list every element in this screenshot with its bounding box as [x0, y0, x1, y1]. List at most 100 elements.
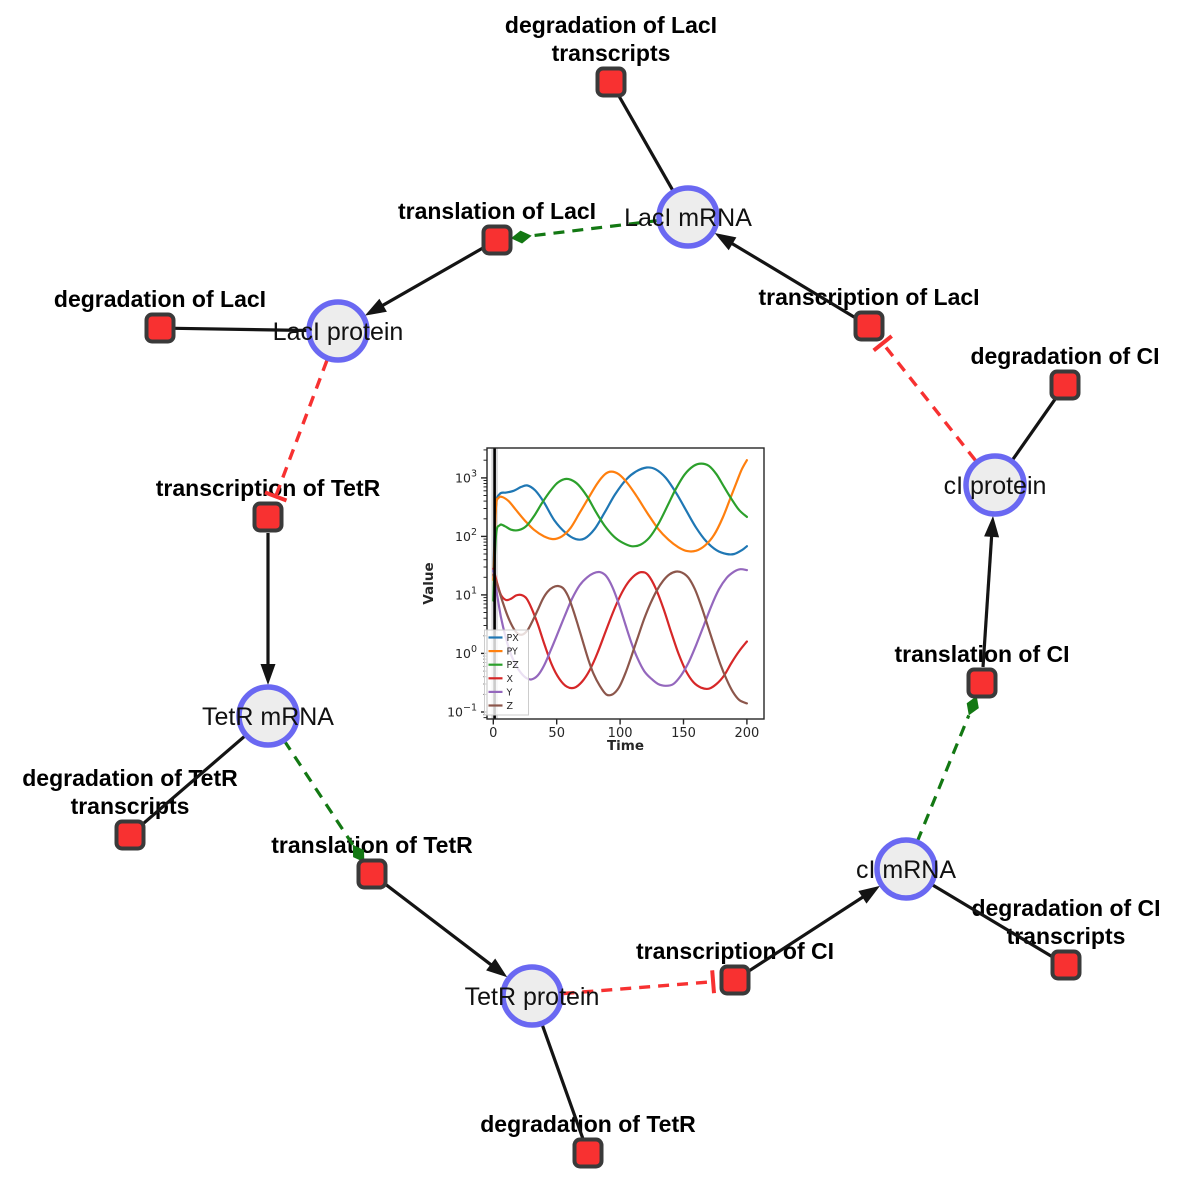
edge-tetR_protein-deg_tetR [540, 1023, 585, 1140]
edge-transl_cI-cI_protein-arrowhead [984, 515, 1000, 538]
species-node-tetR_protein[interactable] [500, 964, 564, 1028]
edge-cI_mRNA-transl_cI-diamond [966, 696, 979, 716]
edge-txn_cI-cI_mRNA-arrowhead [858, 885, 880, 904]
edge-tetR_mRNA-transl_tetR-diamond [352, 844, 365, 863]
curve-PX [492, 466, 748, 573]
legend-label: Y [506, 687, 513, 698]
legend-label: PX [507, 633, 520, 644]
reaction-label: translation of TetR [271, 832, 473, 858]
reaction-label: degradation of LacI [505, 12, 717, 38]
reaction-node-deg_cI[interactable] [1049, 369, 1081, 401]
curve-X [492, 567, 748, 691]
reaction-node-transl_lacI[interactable] [481, 224, 513, 256]
reaction-label: translation of LacI [398, 198, 596, 224]
y-tick-label: 100 [455, 644, 477, 661]
legend: PX PY PZ XYZ [484, 629, 529, 716]
edge-txn_cI-cI_mRNA [747, 891, 870, 973]
curve-PZ [492, 462, 748, 602]
legend-label: PY [507, 647, 519, 658]
reaction-label: transcripts [1007, 923, 1126, 949]
reaction-node-txn_cI[interactable] [719, 964, 751, 996]
edge-cI_mRNA-deg_cI_tx [930, 882, 1054, 959]
x-tick-label: 0 [489, 726, 497, 741]
edge-transl_cI-cI_protein [981, 528, 994, 668]
species-label-tetR_protein: TetR protein [465, 983, 600, 1011]
edge-lacI_protein-txn_tetR [274, 359, 329, 497]
edge-lacI_mRNA-transl_lacI-diamond [510, 230, 532, 244]
species-label-cI_protein: cI protein [944, 472, 1047, 500]
reaction-label: transcription of LacI [758, 284, 979, 310]
y-tick-label: 101 [455, 585, 477, 602]
reaction-node-transl_cI[interactable] [966, 667, 998, 699]
species-node-lacI_mRNA[interactable] [656, 185, 720, 249]
edge-tetR_mRNA-deg_tetR_tx [140, 734, 247, 827]
edges-layer [140, 94, 1058, 1140]
y-tick-label: 10−1 [447, 703, 477, 720]
nodes-layer [114, 66, 1082, 1169]
curve-Z [492, 570, 748, 705]
y-tick-label: 102 [455, 527, 477, 544]
edge-lacI_protein-deg_lacI [174, 326, 309, 333]
edge-txn_lacI-lacI_mRNA-arrowhead [714, 233, 737, 251]
edge-transl_tetR-tetR_protein [383, 882, 498, 971]
axes-spines [486, 447, 765, 720]
reaction-node-deg_cI_tx[interactable] [1050, 949, 1082, 981]
edge-cI_protein-txn_lacI [881, 342, 977, 462]
reaction-node-deg_tetR_tx[interactable] [114, 819, 146, 851]
reaction-label: transcription of TetR [156, 475, 381, 501]
species-node-lacI_protein[interactable] [306, 299, 370, 363]
reaction-label: degradation of TetR [22, 765, 238, 791]
legend-label: X [507, 674, 514, 685]
reaction-label: degradation of CI [971, 895, 1160, 921]
reaction-label: degradation of LacI [54, 286, 266, 312]
curve-PY [492, 459, 748, 582]
edge-lacI_mRNA-transl_lacI [531, 218, 659, 238]
reaction-node-transl_tetR[interactable] [356, 858, 388, 890]
species-labels-layer: LacI mRNA LacI protein cI protein TetR mRNA… [202, 204, 1046, 1011]
reaction-node-txn_tetR[interactable] [252, 501, 284, 533]
species-node-tetR_mRNA[interactable] [236, 684, 300, 748]
edge-tetR_protein-txn_cI [563, 980, 714, 996]
y-axis-label: Value [421, 562, 437, 604]
reaction-node-deg_lacI_tx[interactable] [595, 66, 627, 98]
reaction-node-deg_tetR[interactable] [572, 1137, 604, 1169]
edge-txn_tetR-tetR_mRNA-arrowhead [260, 664, 276, 685]
edge-cI_protein-deg_cI [1010, 396, 1058, 462]
reaction-node-txn_lacI[interactable] [853, 310, 885, 342]
reaction-label: transcripts [552, 40, 671, 66]
y-tick-label: 103 [455, 468, 477, 485]
reaction-node-deg_lacI[interactable] [144, 312, 176, 344]
edge-txn_lacI-lacI_mRNA [724, 238, 857, 320]
reaction-label: transcripts [71, 793, 190, 819]
x-tick-label: 100 [608, 726, 633, 741]
legend-label: PZ [507, 660, 520, 671]
legend-box [484, 629, 529, 716]
x-tick-label: 150 [671, 726, 696, 741]
edge-cI_protein-txn_lacI-tbar [872, 334, 893, 352]
edge-transl_lacI-lacI_protein [375, 246, 484, 311]
curves [492, 459, 748, 705]
edge-transl_lacI-lacI_protein-arrowhead [364, 298, 387, 316]
reaction-label: degradation of CI [970, 343, 1159, 369]
edge-lacI_protein-txn_tetR-tbar [264, 490, 288, 503]
x-axis-label: Time [607, 738, 644, 754]
edge-tetR_mRNA-transl_tetR [282, 739, 355, 846]
edge-cI_mRNA-transl_cI [915, 714, 971, 843]
species-node-cI_protein[interactable] [963, 453, 1027, 517]
edge-transl_tetR-tetR_protein-arrowhead [486, 958, 508, 978]
species-label-tetR_mRNA: TetR mRNA [202, 703, 334, 731]
inset-chart: 0 50 100 150 20010−1100101102103TimeValuePXP… [421, 447, 765, 754]
species-label-lacI_mRNA: LacI mRNA [624, 204, 752, 232]
reaction-label: degradation of TetR [480, 1111, 696, 1137]
legend-label: Z [507, 701, 514, 712]
edge-tetR_protein-txn_cI-tbar [710, 970, 716, 994]
edge-lacI_mRNA-deg_lacI_tx [617, 94, 675, 193]
reaction-label: transcription of CI [636, 938, 834, 964]
x-tick-label: 50 [548, 726, 565, 741]
x-tick-label: 200 [734, 726, 759, 741]
species-label-lacI_protein: LacI protein [273, 318, 404, 346]
species-node-cI_mRNA[interactable] [874, 837, 938, 901]
species-label-cI_mRNA: cI mRNA [856, 856, 956, 884]
